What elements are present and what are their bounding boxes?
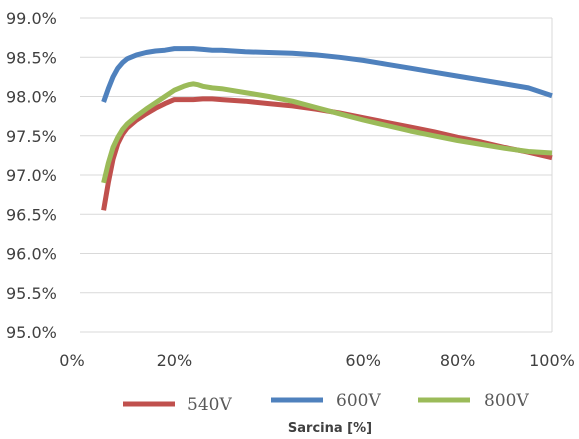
- legend-label-800V: 800V: [484, 391, 529, 411]
- gridlines: [80, 17, 553, 333]
- x-tick-label: 80%: [440, 351, 476, 370]
- series-lines: [101, 46, 553, 211]
- legend-label-540V: 540V: [187, 395, 232, 415]
- y-tick-label: 97.5%: [6, 127, 57, 146]
- x-tick-label: 60%: [345, 351, 381, 370]
- series-line-540V: [101, 96, 553, 211]
- y-tick-label: 95.5%: [6, 284, 57, 303]
- y-tick-label: 96.5%: [6, 205, 57, 224]
- y-tick-label: 98.0%: [6, 88, 57, 107]
- legend-label-600V: 600V: [336, 391, 381, 411]
- x-axis-ticks: 0% 20% 60% 80% 100%: [59, 351, 575, 370]
- x-tick-label: 0%: [59, 351, 84, 370]
- y-tick-label: 95.0%: [6, 323, 57, 342]
- y-axis-ticks: 99.0% 98.5% 98.0% 97.5% 97.0% 96.5% 96.0% 95.5%…: [6, 9, 57, 342]
- legend: 540V 600V 800V: [123, 391, 529, 415]
- y-tick-label: 97.0%: [6, 166, 57, 185]
- y-tick-label: 98.5%: [6, 48, 57, 67]
- series-line-600V: [101, 46, 553, 103]
- y-tick-label: 96.0%: [6, 245, 57, 264]
- x-tick-label: 100%: [529, 351, 575, 370]
- x-axis-label: Sarcina [%]: [288, 421, 372, 436]
- y-tick-label: 99.0%: [6, 9, 57, 28]
- series-line-800V: [101, 81, 553, 184]
- x-tick-label: 20%: [157, 351, 193, 370]
